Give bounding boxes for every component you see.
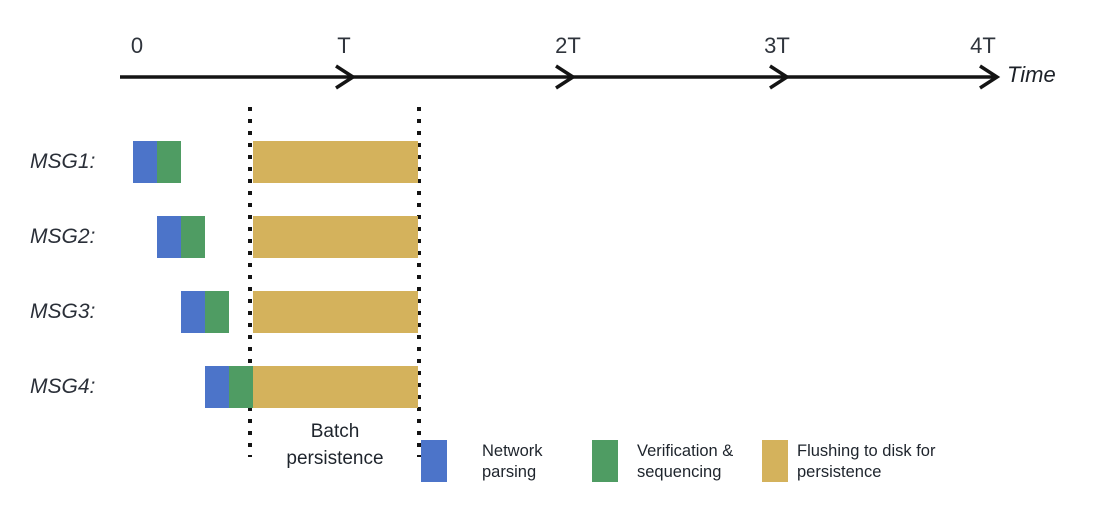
msg4-flushing-bar [253,366,418,408]
msg4-verification-bar [229,366,253,408]
axis-arrowhead-t [335,64,357,90]
msg4-label: MSG4: [30,375,96,398]
batch-persistence-annotation-line2: persistence [286,448,384,469]
axis-tick-2t: 2T [555,33,581,58]
msg2-network-parsing-bar [157,216,181,258]
legend-label-flushing-persistence: Flushing to disk for persistence [797,442,936,481]
axis-tick-3t: 3T [764,33,790,58]
msg4-network-parsing-bar [205,366,229,408]
axis-arrowhead-end [979,64,1001,90]
batch-persistence-annotation: Batch persistence [250,418,420,472]
batch-persistence-annotation-line1: Batch [310,421,360,442]
axis-time-label: Time [1007,62,1056,87]
msg3-network-parsing-bar [181,291,205,333]
axis-arrowhead-2t [555,64,577,90]
msg3-verification-bar [205,291,229,333]
legend-label-network-parsing: Network parsing [482,442,543,481]
msg2-label: MSG2: [30,225,96,248]
time-axis [120,64,1001,90]
batch-window-boundary-left [248,107,252,457]
msg3-label: MSG3: [30,300,96,323]
legend-swatch-network-parsing [421,440,447,482]
axis-tick-0: 0 [130,33,144,58]
msg1-flushing-bar [253,141,418,183]
msg1-verification-bar [157,141,181,183]
msg2-verification-bar [181,216,205,258]
msg1-network-parsing-bar [133,141,157,183]
axis-tick-4t: 4T [970,33,996,58]
msg3-flushing-bar [253,291,418,333]
msg2-flushing-bar [253,216,418,258]
msg1-label: MSG1: [30,150,96,173]
legend-swatch-flushing-persistence [762,440,788,482]
axis-tick-t: T [337,33,351,58]
axis-arrowhead-3t [769,64,791,90]
batch-window-boundary-right [417,107,421,457]
legend-label-verification-sequencing: Verification & sequencing [637,442,734,481]
legend-swatch-verification-sequencing [592,440,618,482]
